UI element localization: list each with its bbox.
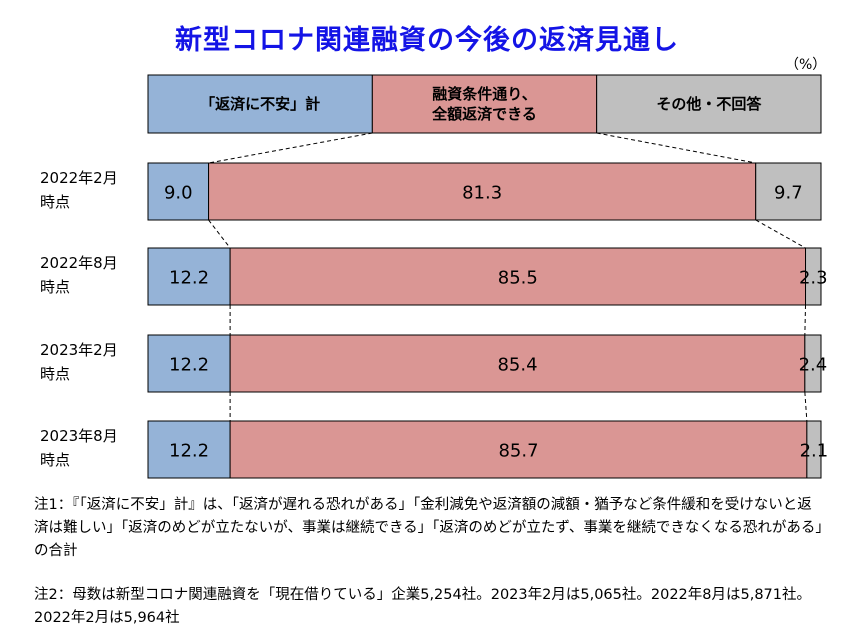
category-label-2-line-2: 時点: [40, 278, 70, 296]
footnote-2: 注2：母数は新型コロナ関連融資を「現在借りている」企業5,254社。2023年2…: [34, 587, 812, 626]
legend-label-3-line-1: その他・不回答: [656, 95, 762, 113]
category-label-2-line-1: 2022年8月: [40, 254, 118, 272]
category-label-3-line-2: 時点: [40, 365, 70, 383]
legend-label-2-line-2: 全額返済できる: [431, 105, 537, 123]
value-label-3-1: 12.2: [169, 355, 209, 376]
bar-3-1: [147, 334, 231, 393]
bar-3-2: [229, 334, 806, 393]
bar-1-2: [208, 162, 757, 221]
legend-box-2: [371, 74, 598, 134]
footnote-1: 注1：『「返済に不安」計』は、「返済が遅れる恐れがある」「金利減免や返済額の減額…: [34, 497, 823, 559]
value-label-2-1: 12.2: [169, 268, 209, 289]
unit-label: （%）: [785, 57, 827, 73]
value-label-2-2: 85.5: [498, 268, 538, 289]
value-label-1-2: 81.3: [462, 183, 502, 204]
value-label-3-3: 2.4: [799, 355, 828, 376]
value-label-3-2: 85.4: [497, 355, 537, 376]
series-line-1-1: [208, 219, 231, 249]
bar-3-3: [804, 334, 822, 393]
legend-box-3: [596, 74, 822, 134]
category-label-4-line-1: 2023年8月: [40, 427, 118, 445]
category-label-3-line-1: 2023年2月: [40, 341, 118, 359]
bar-1-3: [755, 162, 822, 221]
bar-4-1: [147, 420, 231, 479]
stacked-bar-chart: 「返済に不安」計 融資条件通り、全額返済できる その他・不回答 9.0 81.3 9.7 2…: [40, 74, 829, 479]
value-label-1-3: 9.7: [774, 183, 803, 204]
series-line-1-2: [755, 219, 806, 249]
bar-4-2: [229, 420, 808, 479]
category-label-1-line-1: 2022年2月: [40, 169, 118, 187]
category-label-4-line-2: 時点: [40, 451, 70, 469]
series-line-2-2: [804, 304, 807, 336]
bar-2-3: [805, 247, 822, 306]
chart-title: 新型コロナ関連融資の今後の返済見通し: [175, 25, 679, 56]
series-line-header-1: [208, 132, 373, 164]
legend-label-2-line-1: 融資条件通り、: [432, 85, 536, 103]
value-label-2-3: 2.3: [799, 268, 828, 289]
bar-2-2: [229, 247, 807, 306]
bar-2-1: [147, 247, 231, 306]
bar-1-1: [147, 162, 210, 221]
legend-label-1-line-1: 「返済に不安」計: [200, 95, 320, 113]
category-label-1-line-2: 時点: [40, 193, 70, 211]
bar-4-3: [806, 420, 822, 479]
value-label-4-3: 2.1: [800, 441, 829, 462]
value-label-4-2: 85.7: [498, 441, 538, 462]
value-label-4-1: 12.2: [169, 441, 209, 462]
legend-box-1: [147, 74, 373, 134]
series-line-3-2: [804, 391, 808, 422]
series-line-header-2: [596, 132, 756, 164]
value-label-1-1: 9.0: [164, 183, 193, 204]
